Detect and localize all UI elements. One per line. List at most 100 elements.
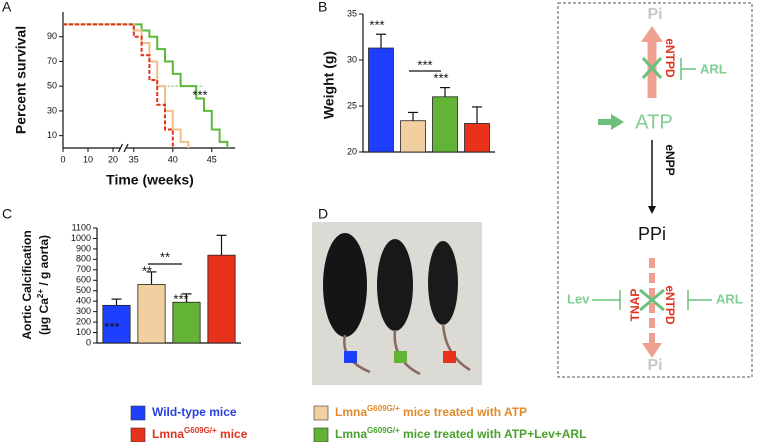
legend-sup: G609G/+ (367, 404, 400, 413)
y-axis-label: Aortic Calcification (20, 230, 34, 339)
block-mark (641, 56, 663, 80)
significance: *** (433, 70, 448, 85)
legend-label: Wild-type mice (152, 405, 237, 419)
inhibitor: ARL (700, 61, 727, 76)
bar (368, 47, 394, 153)
y-tick-label: 35 (347, 8, 357, 18)
y-tick-label: 600 (76, 275, 91, 285)
legend-swatch (313, 405, 329, 421)
legend-text: Lmna (335, 405, 367, 419)
y-tick-label: 10 (47, 130, 57, 140)
significance: *** (192, 87, 207, 102)
mouse (377, 239, 413, 331)
y-tick-label: 300 (76, 306, 91, 316)
significance: *** (104, 319, 119, 334)
diagram-frame (557, 2, 753, 378)
y-tick-label: 0 (86, 337, 91, 347)
legend-label: LmnaG609G/+ mice treated with ATP+Lev+AR… (335, 426, 586, 441)
x-tick-label: 10 (83, 154, 93, 164)
y-axis-label-sup: 2+ (36, 289, 45, 298)
legend-text: mice treated with ATP+Lev+ARL (400, 427, 587, 441)
inhibition (592, 290, 621, 310)
legend-text: Lmna (335, 427, 367, 441)
inhibition (680, 58, 696, 80)
y-tick-label: 30 (347, 54, 357, 64)
bar (207, 254, 236, 344)
substrate: ATP (635, 111, 672, 133)
y-tick-label: 500 (76, 285, 91, 295)
y-tick-label: 100 (76, 327, 91, 337)
product: Pi (647, 6, 662, 23)
survival-line (63, 23, 174, 148)
y-axis-label: Percent survival (13, 26, 29, 134)
y-tick-label: 70 (47, 56, 57, 66)
y-tick-label: 50 (47, 81, 57, 91)
bar (102, 304, 131, 344)
x-tick-label: 35 (129, 154, 139, 164)
mouse (323, 233, 367, 337)
arrow-head (641, 26, 663, 42)
legend-sup: G609G/+ (184, 426, 217, 435)
y-tick-label: 900 (76, 243, 91, 253)
bar (137, 284, 166, 344)
panel-label: D (318, 206, 328, 222)
legend-text: mice (217, 427, 248, 441)
x-tick-label: 45 (207, 154, 217, 164)
product: Pi (647, 357, 662, 374)
bar (464, 123, 490, 153)
survival-line (63, 23, 229, 148)
significance: *** (173, 291, 188, 306)
swatch (394, 351, 407, 363)
mouse-photo (312, 222, 482, 385)
x-tick-label: 0 (60, 154, 65, 164)
y-tick-label: 200 (76, 316, 91, 326)
significance: ** (160, 249, 170, 264)
enzyme: TNAP (628, 289, 642, 322)
y-tick-label: 400 (76, 296, 91, 306)
bar (172, 301, 201, 344)
x-tick-label: 20 (108, 154, 118, 164)
legend-label: LmnaG609G/+ mice (152, 426, 248, 441)
y-axis-label-part: / g aorta) (37, 235, 51, 289)
x-axis-label: Time (weeks) (106, 172, 194, 188)
arrow-head (611, 114, 624, 130)
inhibitor: Lev (567, 291, 590, 306)
enzyme: eNPP (663, 144, 677, 175)
legend-text: Wild-type mice (152, 405, 237, 419)
arrow-head (648, 206, 656, 214)
y-tick-label: 800 (76, 254, 91, 264)
legend-text: mice treated with ATP (400, 405, 527, 419)
y-axis-label-part: (µg Ca (37, 298, 51, 335)
pathway-diagram: Pi eNTPD ARL ATP eNPP PPi TNAP eNTPD Lev… (557, 2, 753, 378)
enzyme: eNTPD (663, 38, 677, 78)
swatch (443, 351, 456, 363)
x-tick-label: 40 (168, 154, 178, 164)
legend-swatch (130, 427, 146, 442)
legend-label: LmnaG609G/+ mice treated with ATP (335, 404, 527, 419)
y-tick-label: 700 (76, 264, 91, 274)
enzyme: eNTPD (663, 285, 677, 325)
legend-swatch (313, 427, 329, 442)
swatch (344, 351, 357, 363)
y-tick-label: 1000 (71, 233, 91, 243)
y-tick-label: 30 (47, 105, 57, 115)
block-mark (639, 288, 665, 312)
y-tick-label: 20 (347, 146, 357, 156)
panel-label: B (318, 0, 327, 15)
y-axis-label: (µg Ca2+ / g aorta) (36, 235, 51, 335)
legend-swatch (130, 405, 146, 421)
y-tick-label: 1100 (72, 222, 91, 232)
significance: *** (417, 57, 432, 72)
panel-label: A (2, 0, 12, 15)
mouse (428, 241, 458, 325)
panel-label: C (2, 206, 12, 222)
y-axis-label: Weight (g) (321, 51, 337, 119)
legend-text: Lmna (152, 427, 184, 441)
legend-sup: G609G/+ (367, 426, 400, 435)
inhibitor: ARL (716, 291, 743, 306)
significance: *** (369, 17, 384, 32)
bar (432, 96, 458, 153)
y-tick-label: 25 (347, 100, 357, 110)
